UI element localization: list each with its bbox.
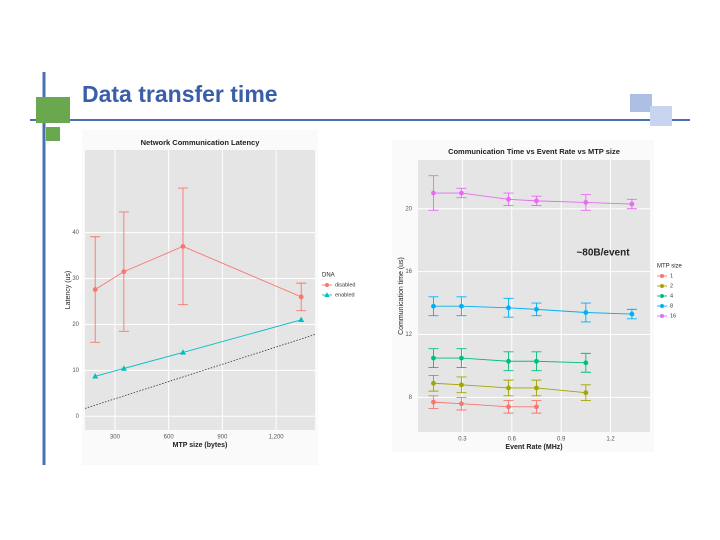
legend-swatch bbox=[660, 274, 664, 278]
point bbox=[506, 358, 511, 364]
x-axis-label: MTP size (bytes) bbox=[173, 442, 228, 449]
point bbox=[121, 269, 127, 275]
y-tick-label: 10 bbox=[72, 368, 79, 374]
legend-title: MTP size bbox=[657, 264, 683, 270]
x-tick-label: 900 bbox=[217, 435, 228, 441]
legend-label: 16 bbox=[670, 313, 676, 319]
point bbox=[534, 358, 539, 364]
legend-swatch bbox=[660, 284, 664, 288]
x-tick-label: 300 bbox=[110, 435, 121, 441]
legend-title: DNA bbox=[322, 273, 335, 279]
y-tick-label: 30 bbox=[72, 276, 79, 282]
point bbox=[431, 190, 436, 196]
y-tick-label: 20 bbox=[72, 322, 79, 328]
y-tick-label: 8 bbox=[409, 395, 413, 401]
point bbox=[120, 365, 127, 371]
point bbox=[179, 349, 186, 355]
point bbox=[583, 360, 589, 366]
x-axis-label: Event Rate (MHz) bbox=[505, 444, 562, 451]
y-tick-label: 0 bbox=[76, 414, 80, 420]
point bbox=[298, 294, 304, 300]
decor-square bbox=[36, 97, 70, 123]
legend-label: enabled bbox=[335, 292, 355, 298]
point bbox=[583, 310, 589, 315]
point bbox=[431, 399, 436, 405]
y-tick-label: 12 bbox=[405, 332, 412, 338]
series-line bbox=[95, 319, 302, 377]
point bbox=[534, 385, 539, 391]
y-tick-label: 20 bbox=[405, 206, 412, 212]
y-axis-label: Latency (us) bbox=[65, 271, 72, 310]
point bbox=[459, 303, 464, 309]
series-line bbox=[433, 401, 537, 408]
point bbox=[180, 243, 186, 249]
y-axis-label: Communication time (us) bbox=[398, 257, 405, 335]
legend-swatch bbox=[325, 283, 329, 287]
plot-area bbox=[85, 150, 315, 430]
decor-square bbox=[650, 106, 672, 126]
legend-swatch bbox=[660, 304, 664, 308]
point bbox=[534, 198, 539, 204]
chart-title: Network Communication Latency bbox=[141, 138, 261, 147]
legend-swatch bbox=[660, 294, 664, 298]
y-tick-label: 16 bbox=[405, 269, 412, 275]
chart-title: Communication Time vs Event Rate vs MTP … bbox=[448, 147, 620, 156]
reference-line bbox=[84, 334, 316, 409]
legend-label: 1 bbox=[670, 273, 673, 279]
x-tick-label: 600 bbox=[164, 435, 175, 441]
point bbox=[629, 311, 635, 317]
point bbox=[583, 390, 589, 396]
point bbox=[506, 385, 511, 391]
legend-label: 4 bbox=[670, 293, 673, 299]
slide-title: Data transfer time bbox=[82, 81, 278, 107]
legend-label: 8 bbox=[670, 303, 673, 309]
point bbox=[431, 380, 436, 386]
annotation: ~80B/event bbox=[576, 248, 630, 259]
point bbox=[506, 305, 511, 311]
decor-square bbox=[630, 94, 652, 112]
legend-label: 2 bbox=[670, 283, 673, 289]
legend-label: disabled bbox=[335, 282, 356, 288]
x-tick-label: 0.9 bbox=[557, 437, 566, 443]
point bbox=[431, 303, 436, 309]
series-line bbox=[94, 245, 302, 298]
point bbox=[506, 196, 511, 202]
legend-swatch bbox=[660, 314, 664, 318]
point bbox=[431, 355, 436, 361]
point bbox=[534, 306, 539, 312]
point bbox=[534, 404, 539, 410]
legend-swatch bbox=[324, 292, 330, 297]
series-line bbox=[433, 192, 632, 205]
x-tick-label: 1,200 bbox=[269, 435, 285, 441]
x-tick-label: 1.2 bbox=[606, 437, 615, 443]
point bbox=[459, 355, 464, 361]
point bbox=[506, 404, 511, 410]
point bbox=[92, 373, 99, 379]
point bbox=[459, 190, 464, 196]
decor-square bbox=[46, 127, 60, 141]
point bbox=[459, 401, 464, 407]
point bbox=[629, 201, 635, 207]
y-tick-label: 40 bbox=[72, 230, 79, 236]
series-line bbox=[433, 305, 632, 315]
point bbox=[459, 382, 464, 388]
x-tick-label: 0.3 bbox=[458, 437, 467, 443]
point bbox=[92, 287, 98, 292]
point bbox=[298, 316, 305, 323]
x-tick-label: 0.6 bbox=[508, 437, 517, 443]
point bbox=[583, 200, 589, 205]
